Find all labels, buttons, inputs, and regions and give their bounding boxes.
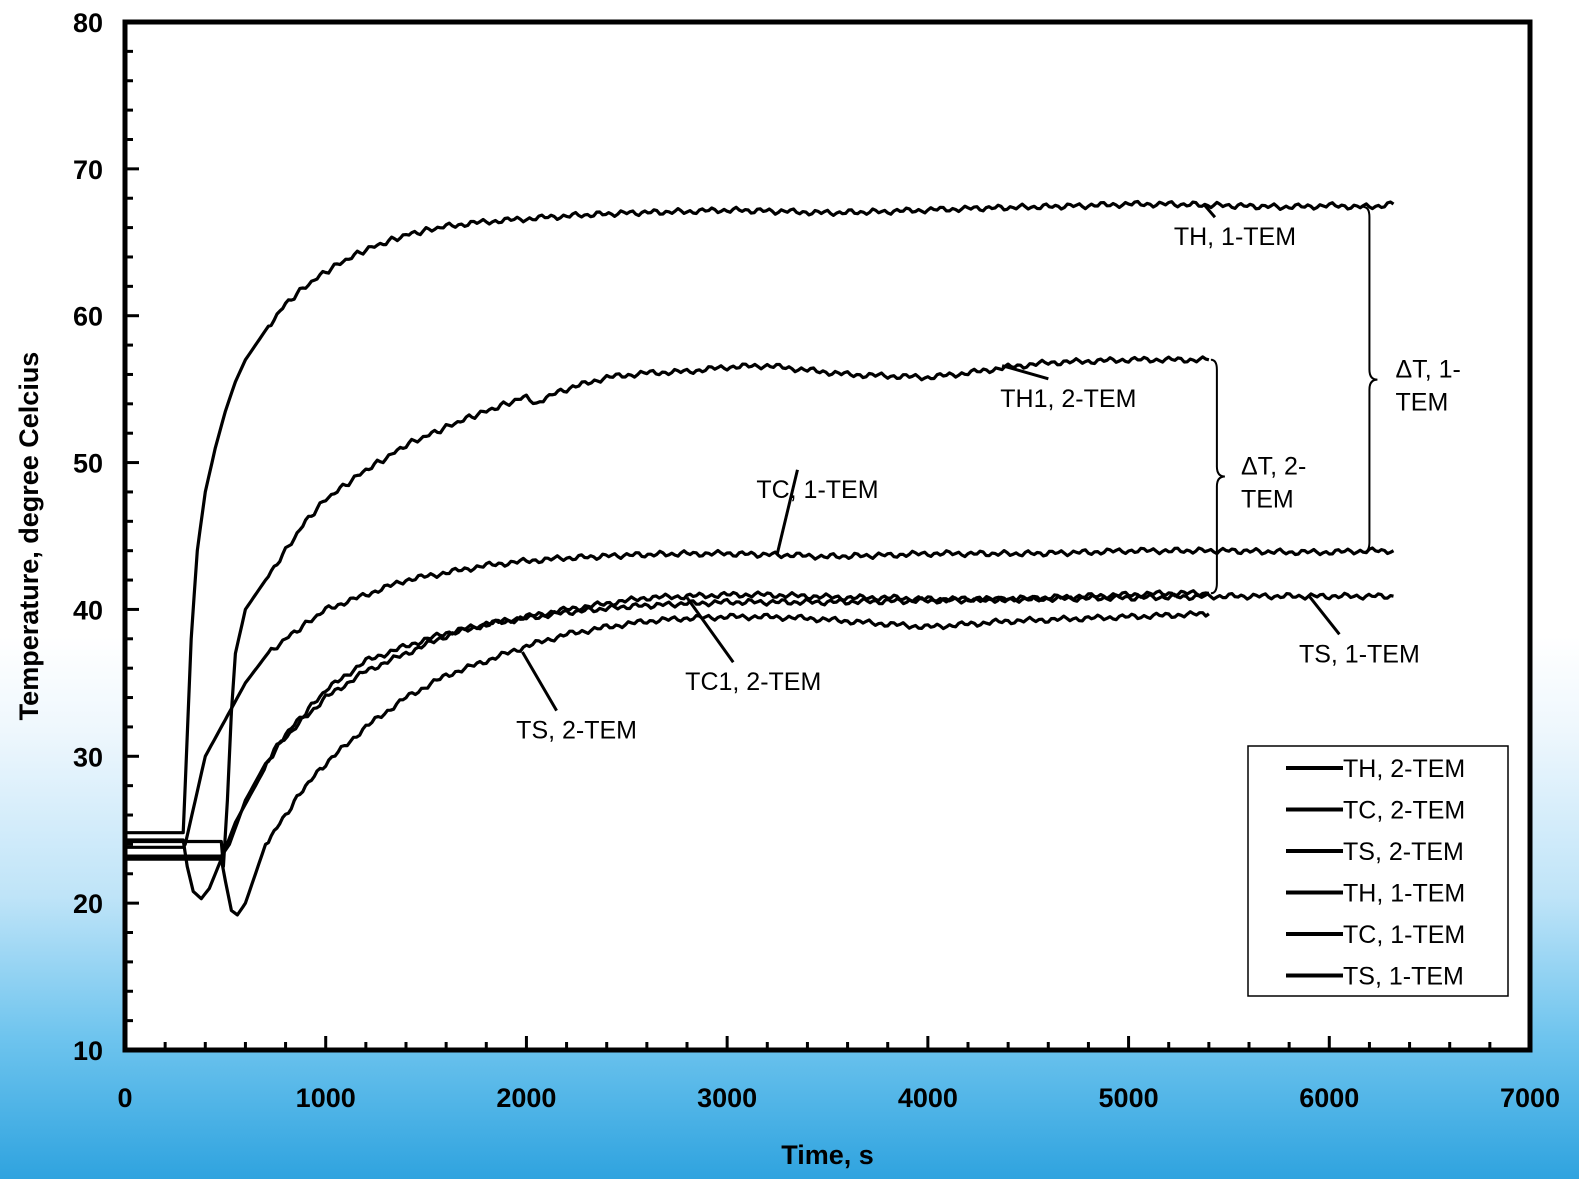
y-tick-label: 10	[73, 1036, 103, 1066]
legend-entry: TC, 1-TEM	[1343, 921, 1465, 949]
x-tick-label: 1000	[296, 1083, 356, 1113]
legend-entry: TH, 2-TEM	[1343, 755, 1465, 783]
annotation-leader	[521, 651, 558, 712]
series-line	[125, 610, 1210, 917]
annotation-leader	[1001, 364, 1049, 381]
delta-label: ΔT, 2-	[1241, 453, 1306, 481]
annotation-leader	[1308, 595, 1341, 636]
x-tick-label: 2000	[496, 1083, 556, 1113]
annotation-leader	[1203, 204, 1217, 219]
legend: TH, 2-TEM TC, 2-TEM TS, 2-TEM TH, 1-TEM TC, …	[1247, 745, 1509, 997]
y-tick-label: 30	[73, 742, 103, 772]
y-tick-label: 20	[73, 889, 103, 919]
y-tick-label: 80	[73, 8, 103, 38]
annotation-label: TS, 1-TEM	[1299, 640, 1420, 668]
annotations: TH, 1-TEM TH1, 2-TEM TC, 1-TEM TC1, 2-TEM TS…	[516, 204, 1461, 745]
x-tick-label: 4000	[898, 1083, 958, 1113]
y-tick-label: 50	[73, 449, 103, 479]
x-tick-labels: 0 1000 2000 3000 4000 5000 6000 7000	[117, 1083, 1560, 1113]
annotation-label: TC1, 2-TEM	[685, 668, 821, 696]
x-tick-label: 6000	[1299, 1083, 1359, 1113]
legend-entry: TS, 2-TEM	[1343, 838, 1464, 866]
legend-box	[1247, 745, 1509, 997]
annotation-leader	[775, 469, 799, 554]
series-line	[125, 546, 1395, 849]
annotation-leader	[685, 596, 735, 664]
y-tick-label: 60	[73, 302, 103, 332]
legend-entry: TC, 2-TEM	[1343, 797, 1465, 825]
legend-entry: TH, 1-TEM	[1343, 880, 1465, 908]
series-line	[125, 589, 1210, 858]
series-line	[125, 355, 1210, 869]
y-tick-label: 70	[73, 155, 103, 185]
y-axis-title: Temperature, degree Celcius	[14, 352, 44, 721]
plot-frame	[122, 19, 1533, 1053]
annotation-label: TH, 1-TEM	[1174, 223, 1296, 251]
series-line	[125, 199, 1395, 835]
y-tick-label: 40	[73, 595, 103, 625]
x-axis-title: Time, s	[781, 1140, 874, 1170]
x-tick-label: 3000	[697, 1083, 757, 1113]
delta-label: ΔT, 1-	[1396, 356, 1461, 384]
annotation-label: TC, 1-TEM	[756, 476, 878, 504]
x-tick-label: 5000	[1099, 1083, 1159, 1113]
legend-entry: TS, 1-TEM	[1343, 963, 1464, 991]
delta-label: TEM	[1396, 389, 1449, 417]
delta-label: TEM	[1241, 486, 1294, 514]
x-tick-label: 0	[117, 1083, 132, 1113]
series-lines	[125, 199, 1395, 917]
annotation-label: TH1, 2-TEM	[1000, 385, 1136, 413]
series-line	[125, 591, 1394, 901]
annotation-label: TS, 2-TEM	[516, 717, 637, 745]
y-tick-labels: 10 20 30 40 50 60 70 80	[73, 8, 103, 1066]
x-tick-label: 7000	[1500, 1083, 1560, 1113]
